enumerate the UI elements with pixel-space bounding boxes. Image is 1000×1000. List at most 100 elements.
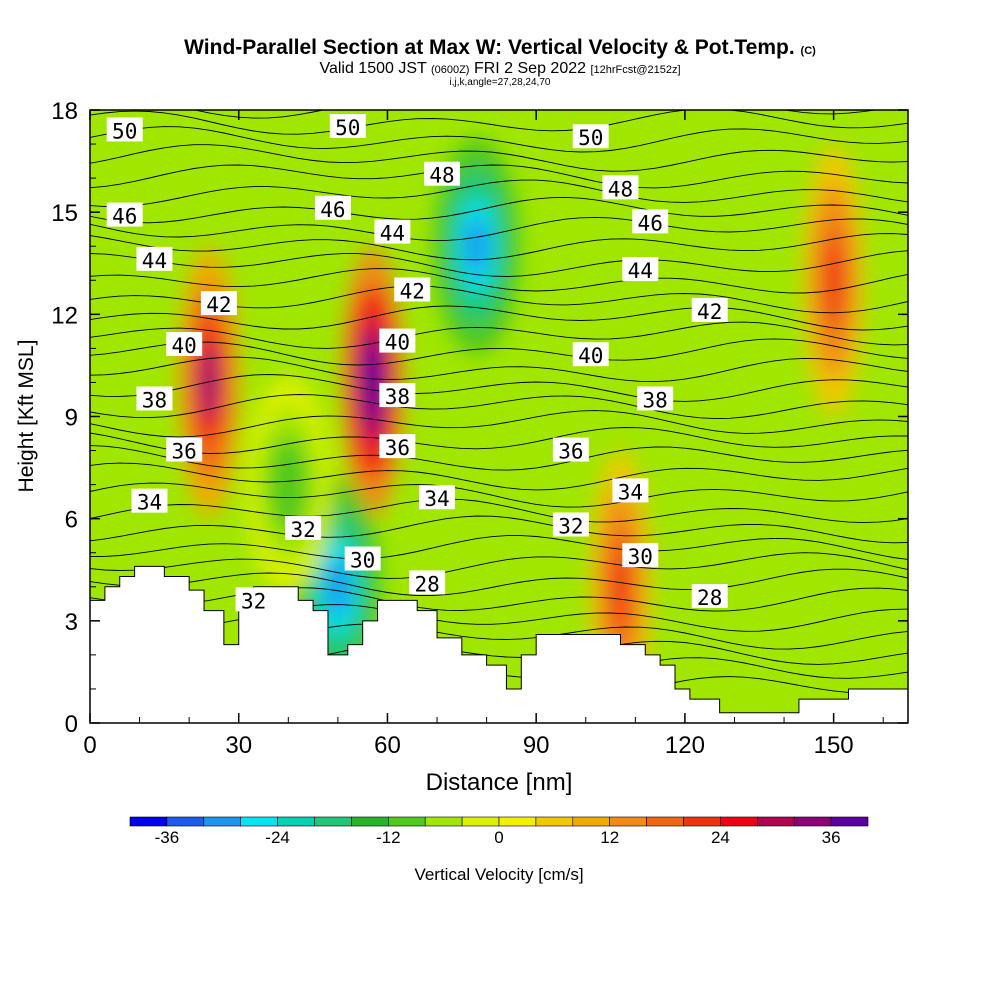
theta-label: 36 [552, 437, 589, 464]
colorbar-label: 0 [494, 828, 503, 847]
isentrope-line [90, 356, 908, 383]
isentrope-line [90, 305, 908, 331]
theta-label: 40 [572, 342, 609, 368]
x-tick-label: 30 [225, 732, 252, 759]
isentrope-line [90, 321, 908, 349]
updraft-core [611, 549, 629, 625]
theta-label: 28 [409, 570, 446, 596]
isentrope-line [90, 338, 908, 366]
velocity-field [178, 138, 865, 722]
theta-label-text: 34 [137, 491, 162, 515]
theta-label: 30 [344, 546, 381, 573]
updraft-core [825, 242, 843, 318]
theta-label-text: 48 [429, 164, 454, 188]
x-tick-label: 60 [374, 732, 401, 759]
theta-label-box [691, 583, 728, 608]
colorbar-label: 24 [711, 828, 730, 847]
theta-label: 38 [136, 386, 173, 412]
updraft-core [200, 344, 218, 420]
x-tick-label: 120 [665, 732, 705, 759]
colorbar-swatch [756, 816, 795, 827]
isentrope-line [90, 587, 908, 612]
x-tick-label: 150 [814, 732, 854, 759]
theta-label-text: 34 [618, 480, 643, 504]
colorbar-swatch [314, 816, 352, 827]
isentrope-line [90, 568, 908, 596]
theta-label-text: 32 [558, 514, 583, 538]
colorbar-swatch [535, 816, 574, 827]
colorbar-swatch [351, 816, 389, 827]
theta-label-box [572, 124, 609, 149]
isentrope-line [90, 394, 908, 420]
y-tick-label: 3 [65, 609, 78, 636]
theta-label: 34 [612, 478, 649, 504]
updraft-core [364, 344, 382, 420]
theta-label-text: 44 [142, 249, 167, 273]
theta-label: 38 [379, 383, 416, 409]
theta-label-text: 50 [112, 119, 137, 143]
theta-label-text: 28 [697, 586, 722, 610]
colorbar-swatch [461, 816, 500, 827]
isentrope-line [90, 126, 908, 153]
theta-label: 32 [552, 512, 589, 538]
y-tick-label: 15 [51, 200, 78, 227]
theta-label-box [632, 209, 669, 234]
theta-label-box [622, 543, 659, 568]
theta-label-box [379, 434, 416, 459]
colorbar-swatch [387, 816, 426, 827]
theta-label-text: 48 [608, 177, 633, 201]
y-tick-label: 0 [65, 711, 78, 738]
theta-label: 30 [622, 543, 659, 569]
colorbar-swatch [424, 816, 463, 827]
theta-label-text: 38 [385, 385, 410, 409]
theta-label: 50 [329, 114, 366, 140]
colorbar-swatch [498, 816, 537, 827]
isentrope-line [90, 604, 908, 632]
theta-label-box [552, 437, 589, 462]
theta-label-text: 50 [335, 116, 360, 140]
theta-label: 40 [379, 328, 416, 355]
colorbar-swatch [683, 816, 721, 827]
isentrope-line [90, 445, 908, 471]
theta-label-box [612, 478, 649, 503]
y-tick-label: 18 [51, 98, 78, 125]
isentrope-line [90, 482, 908, 508]
colorbar-label: -12 [376, 828, 401, 847]
theta-label: 38 [637, 386, 674, 412]
y-tick-label: 12 [51, 302, 78, 329]
theta-label-box [285, 515, 322, 540]
theta-label-text: 32 [291, 518, 316, 542]
x-axis: 0 30 60 90 120 150 [83, 110, 884, 759]
theta-label-text: 44 [628, 259, 653, 283]
downdraft-core [464, 216, 489, 277]
theta-label-box [622, 257, 659, 282]
colorbar-label: 36 [822, 828, 841, 847]
downdraft-core [276, 454, 301, 515]
theta-label: 50 [106, 117, 143, 143]
theta-label-text: 40 [385, 331, 410, 355]
isentrope-line [90, 268, 908, 294]
grid-indices: i,j,k,angle=27,28,24,70 [449, 77, 551, 88]
theta-label: 44 [374, 219, 411, 246]
theta-label-text: 32 [241, 589, 266, 613]
theta-label-text: 42 [400, 279, 425, 303]
isentrope-line [90, 179, 908, 208]
colorbar-swatch [720, 816, 758, 827]
colorbar-swatch [277, 816, 315, 827]
theta-label: 36 [166, 437, 203, 464]
isentrope-line [192, 110, 879, 119]
chart-subtitle: Valid 1500 JST (0600Z) FRI 2 Sep 2022 [1… [0, 60, 1000, 78]
x-tick-label: 0 [83, 732, 96, 759]
theta-label: 48 [423, 161, 460, 188]
colorbar-swatch [646, 816, 684, 827]
isentrope-line [90, 462, 908, 491]
isentrope-line [90, 233, 908, 261]
theta-label-text: 44 [380, 222, 405, 246]
theta-label-box [394, 277, 431, 302]
colorbar-swatch [793, 816, 832, 827]
theta-label-box [637, 386, 674, 411]
theta-label-text: 38 [142, 388, 167, 412]
theta-label-box [602, 175, 639, 200]
theta-label-text: 36 [558, 440, 583, 464]
